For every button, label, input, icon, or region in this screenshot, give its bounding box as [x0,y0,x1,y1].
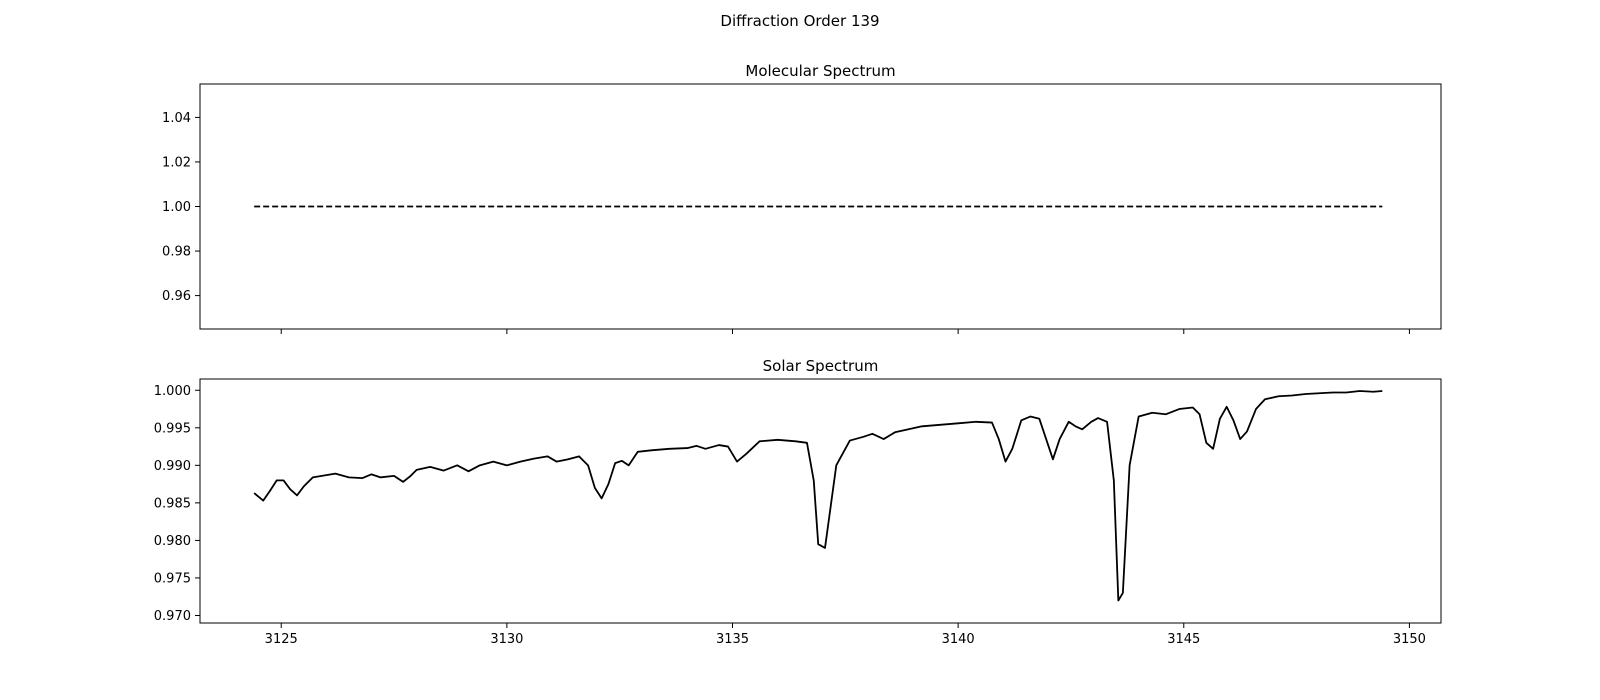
molecular-spectrum-axes: Molecular Spectrum 0.96 0.98 1.00 1.02 1.04 [162,62,1442,334]
y-tick-label: 0.995 [154,421,191,436]
y-tick-label: 0.985 [154,496,191,511]
x-tick-label: 3125 [265,632,298,647]
y-tick-label: 0.970 [154,609,191,624]
y-tick-label: 0.98 [162,245,191,260]
y-tick-label: 1.02 [162,155,191,170]
x-tick-label: 3140 [942,632,975,647]
y-tick-label: 0.980 [154,534,191,549]
x-tick-label: 3145 [1167,632,1200,647]
axes-title: Solar Spectrum [763,357,879,375]
figure-suptitle: Diffraction Order 139 [720,12,879,30]
x-tick-label: 3130 [490,632,523,647]
y-tick-label: 0.990 [154,459,191,474]
y-tick-label: 1.00 [162,200,191,215]
y-tick-label: 1.04 [162,111,191,126]
y-tick-label: 1.000 [154,384,191,399]
y-tick-label: 0.975 [154,571,191,586]
axes-title: Molecular Spectrum [745,62,895,80]
solar-spectrum-axes: Solar Spectrum 3125 3130 3135 3140 3145 3150 0.… [154,357,1442,647]
x-tick-label: 3150 [1393,632,1426,647]
axes-frame [199,378,1442,624]
x-tick-label: 3135 [716,632,749,647]
y-tick-label: 0.96 [162,289,191,304]
series-line [253,390,1383,602]
